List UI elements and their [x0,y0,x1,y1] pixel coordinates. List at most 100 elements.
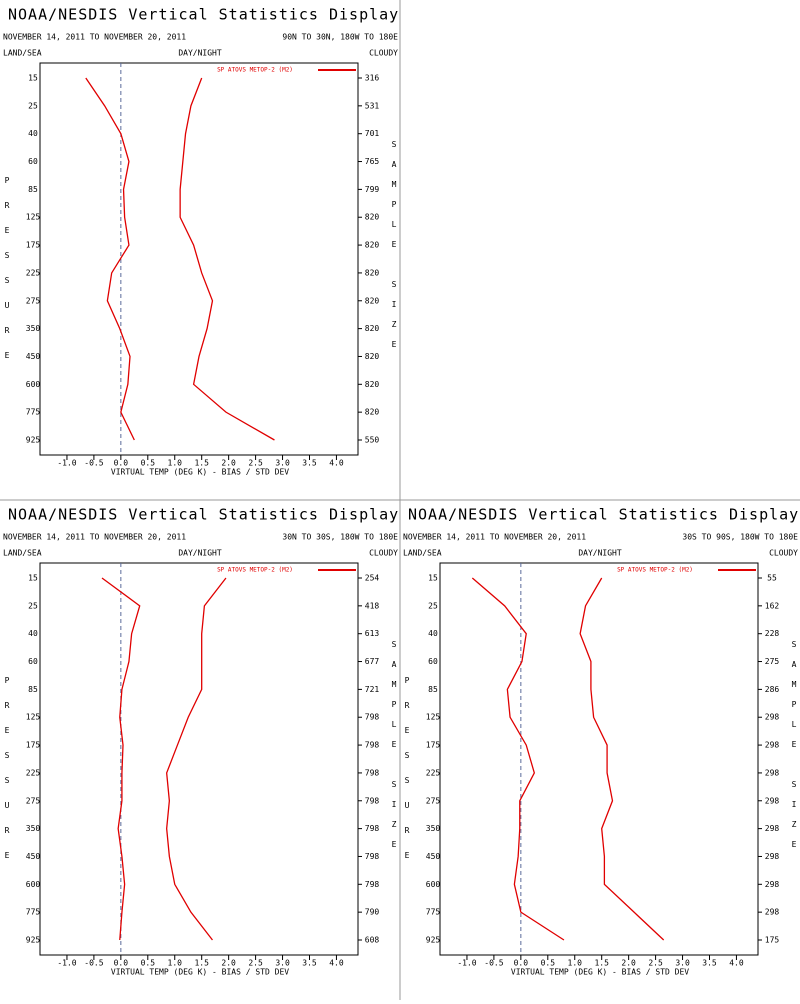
sample-size: 820 [365,352,380,361]
y-tick-label: 125 [426,713,441,722]
y-tick-label: 40 [28,129,38,138]
y-tick-label: 275 [26,796,41,805]
subtitle: NOVEMBER 14, 2011 TO NOVEMBER 20, 2011 [3,533,186,542]
y-tick-label: 775 [426,908,441,917]
y-tick-label: 175 [26,241,41,250]
y-tick-label: 275 [26,296,41,305]
sample-size: 286 [765,685,780,694]
sample-size: 175 [765,936,780,945]
sample-size: 298 [765,768,780,777]
y-axis-label: PRESSURE [3,176,12,376]
y-tick-label: 15 [28,574,38,583]
std-dev-line [165,577,227,941]
plot-frame [439,562,759,956]
x-tick-label: 2.0 [221,459,236,468]
region: 30S TO 90S, 180W TO 180E [682,533,798,542]
panel: NOAA/NESDIS Vertical Statistics Display N… [403,506,799,977]
x-tick-label: 2.0 [621,959,636,968]
x-tick-label: 1.5 [594,959,609,968]
y2-axis-label: SAMPLE SIZE [390,640,399,860]
y-axis-label: PRESSURE [3,676,12,876]
y-tick-label: 350 [426,824,441,833]
sample-size: 798 [365,796,380,805]
y-tick-label: 225 [426,768,441,777]
x-tick-label: 2.5 [248,959,263,968]
y-tick-label: 60 [428,657,438,666]
sample-size: 790 [365,908,380,917]
sample-size: 820 [365,268,380,277]
bias-line [471,577,565,941]
sample-size: 418 [365,601,380,610]
x-tick-label: 0.0 [114,959,129,968]
legend-label: SP ATOVS METOP-2 (M2) [217,567,293,574]
y-tick-label: 85 [28,185,38,194]
y-tick-label: 450 [426,852,441,861]
y-tick-label: 125 [26,213,41,222]
day-night: DAY/NIGHT [578,549,622,558]
x-tick-label: 3.0 [275,959,290,968]
sample-size: 550 [365,436,380,445]
sample-size: 298 [765,796,780,805]
y-tick-label: 25 [28,601,38,610]
region: 90N TO 30N, 180W TO 180E [282,33,398,42]
y-tick-label: 85 [28,685,38,694]
cloudy: CLOUDY [369,49,398,58]
sample-size: 613 [365,629,380,638]
std-dev-line [579,577,665,941]
x-tick-label: -0.5 [84,459,103,468]
y-tick-label: 275 [426,796,441,805]
sample-size: 298 [765,713,780,722]
y-tick-label: 600 [426,880,441,889]
sample-size: 798 [365,880,380,889]
sample-size: 701 [365,129,380,138]
y-tick-label: 600 [26,880,41,889]
sample-size: 254 [365,574,380,583]
x-tick-label: 1.5 [194,459,209,468]
y-tick-label: 925 [426,936,441,945]
y-tick-label: 15 [428,574,438,583]
x-tick-label: 2.5 [648,959,663,968]
x-tick-label: 0.5 [141,959,156,968]
y-tick-label: 225 [26,268,41,277]
plot-frame [39,62,359,456]
sample-size: 820 [365,324,380,333]
sample-size: 721 [365,685,380,694]
x-tick-label: 1.0 [568,959,583,968]
x-tick-label: -0.5 [484,959,503,968]
x-tick-label: 4.0 [729,959,744,968]
y-tick-label: 350 [26,324,41,333]
y-tick-label: 85 [428,685,438,694]
y-tick-label: 925 [26,436,41,445]
y-tick-label: 175 [426,741,441,750]
legend-label: SP ATOVS METOP-2 (M2) [217,67,293,74]
y-tick-label: 15 [28,74,38,83]
y-tick-label: 40 [428,629,438,638]
x-tick-label: 1.0 [168,459,183,468]
y-tick-label: 450 [26,352,41,361]
cloudy: CLOUDY [369,549,398,558]
chart-title: NOAA/NESDIS Vertical Statistics Display [8,506,399,524]
x-tick-label: 4.0 [329,959,344,968]
y-tick-label: 925 [26,936,41,945]
x-tick-label: 2.0 [221,959,236,968]
panel: NOAA/NESDIS Vertical Statistics Display N… [3,506,399,977]
y-tick-label: 40 [28,629,38,638]
x-tick-label: 3.5 [702,959,717,968]
sample-size: 316 [365,74,380,83]
x-tick-label: 0.5 [141,459,156,468]
land-sea: LAND/SEA [3,549,42,558]
plot-frame [39,562,359,956]
y-tick-label: 175 [26,741,41,750]
x-tick-label: 3.5 [302,459,317,468]
x-tick-label: 4.0 [329,459,344,468]
sample-size: 820 [365,408,380,417]
sample-size: 608 [365,936,380,945]
y-axis-label: PRESSURE [403,676,412,876]
x-axis-label: VIRTUAL TEMP (DEG K) - BIAS / STD DEV [511,968,689,977]
subtitle: NOVEMBER 14, 2011 TO NOVEMBER 20, 2011 [3,33,186,42]
sample-size: 820 [365,213,380,222]
sample-size: 298 [765,908,780,917]
y-tick-label: 225 [26,768,41,777]
